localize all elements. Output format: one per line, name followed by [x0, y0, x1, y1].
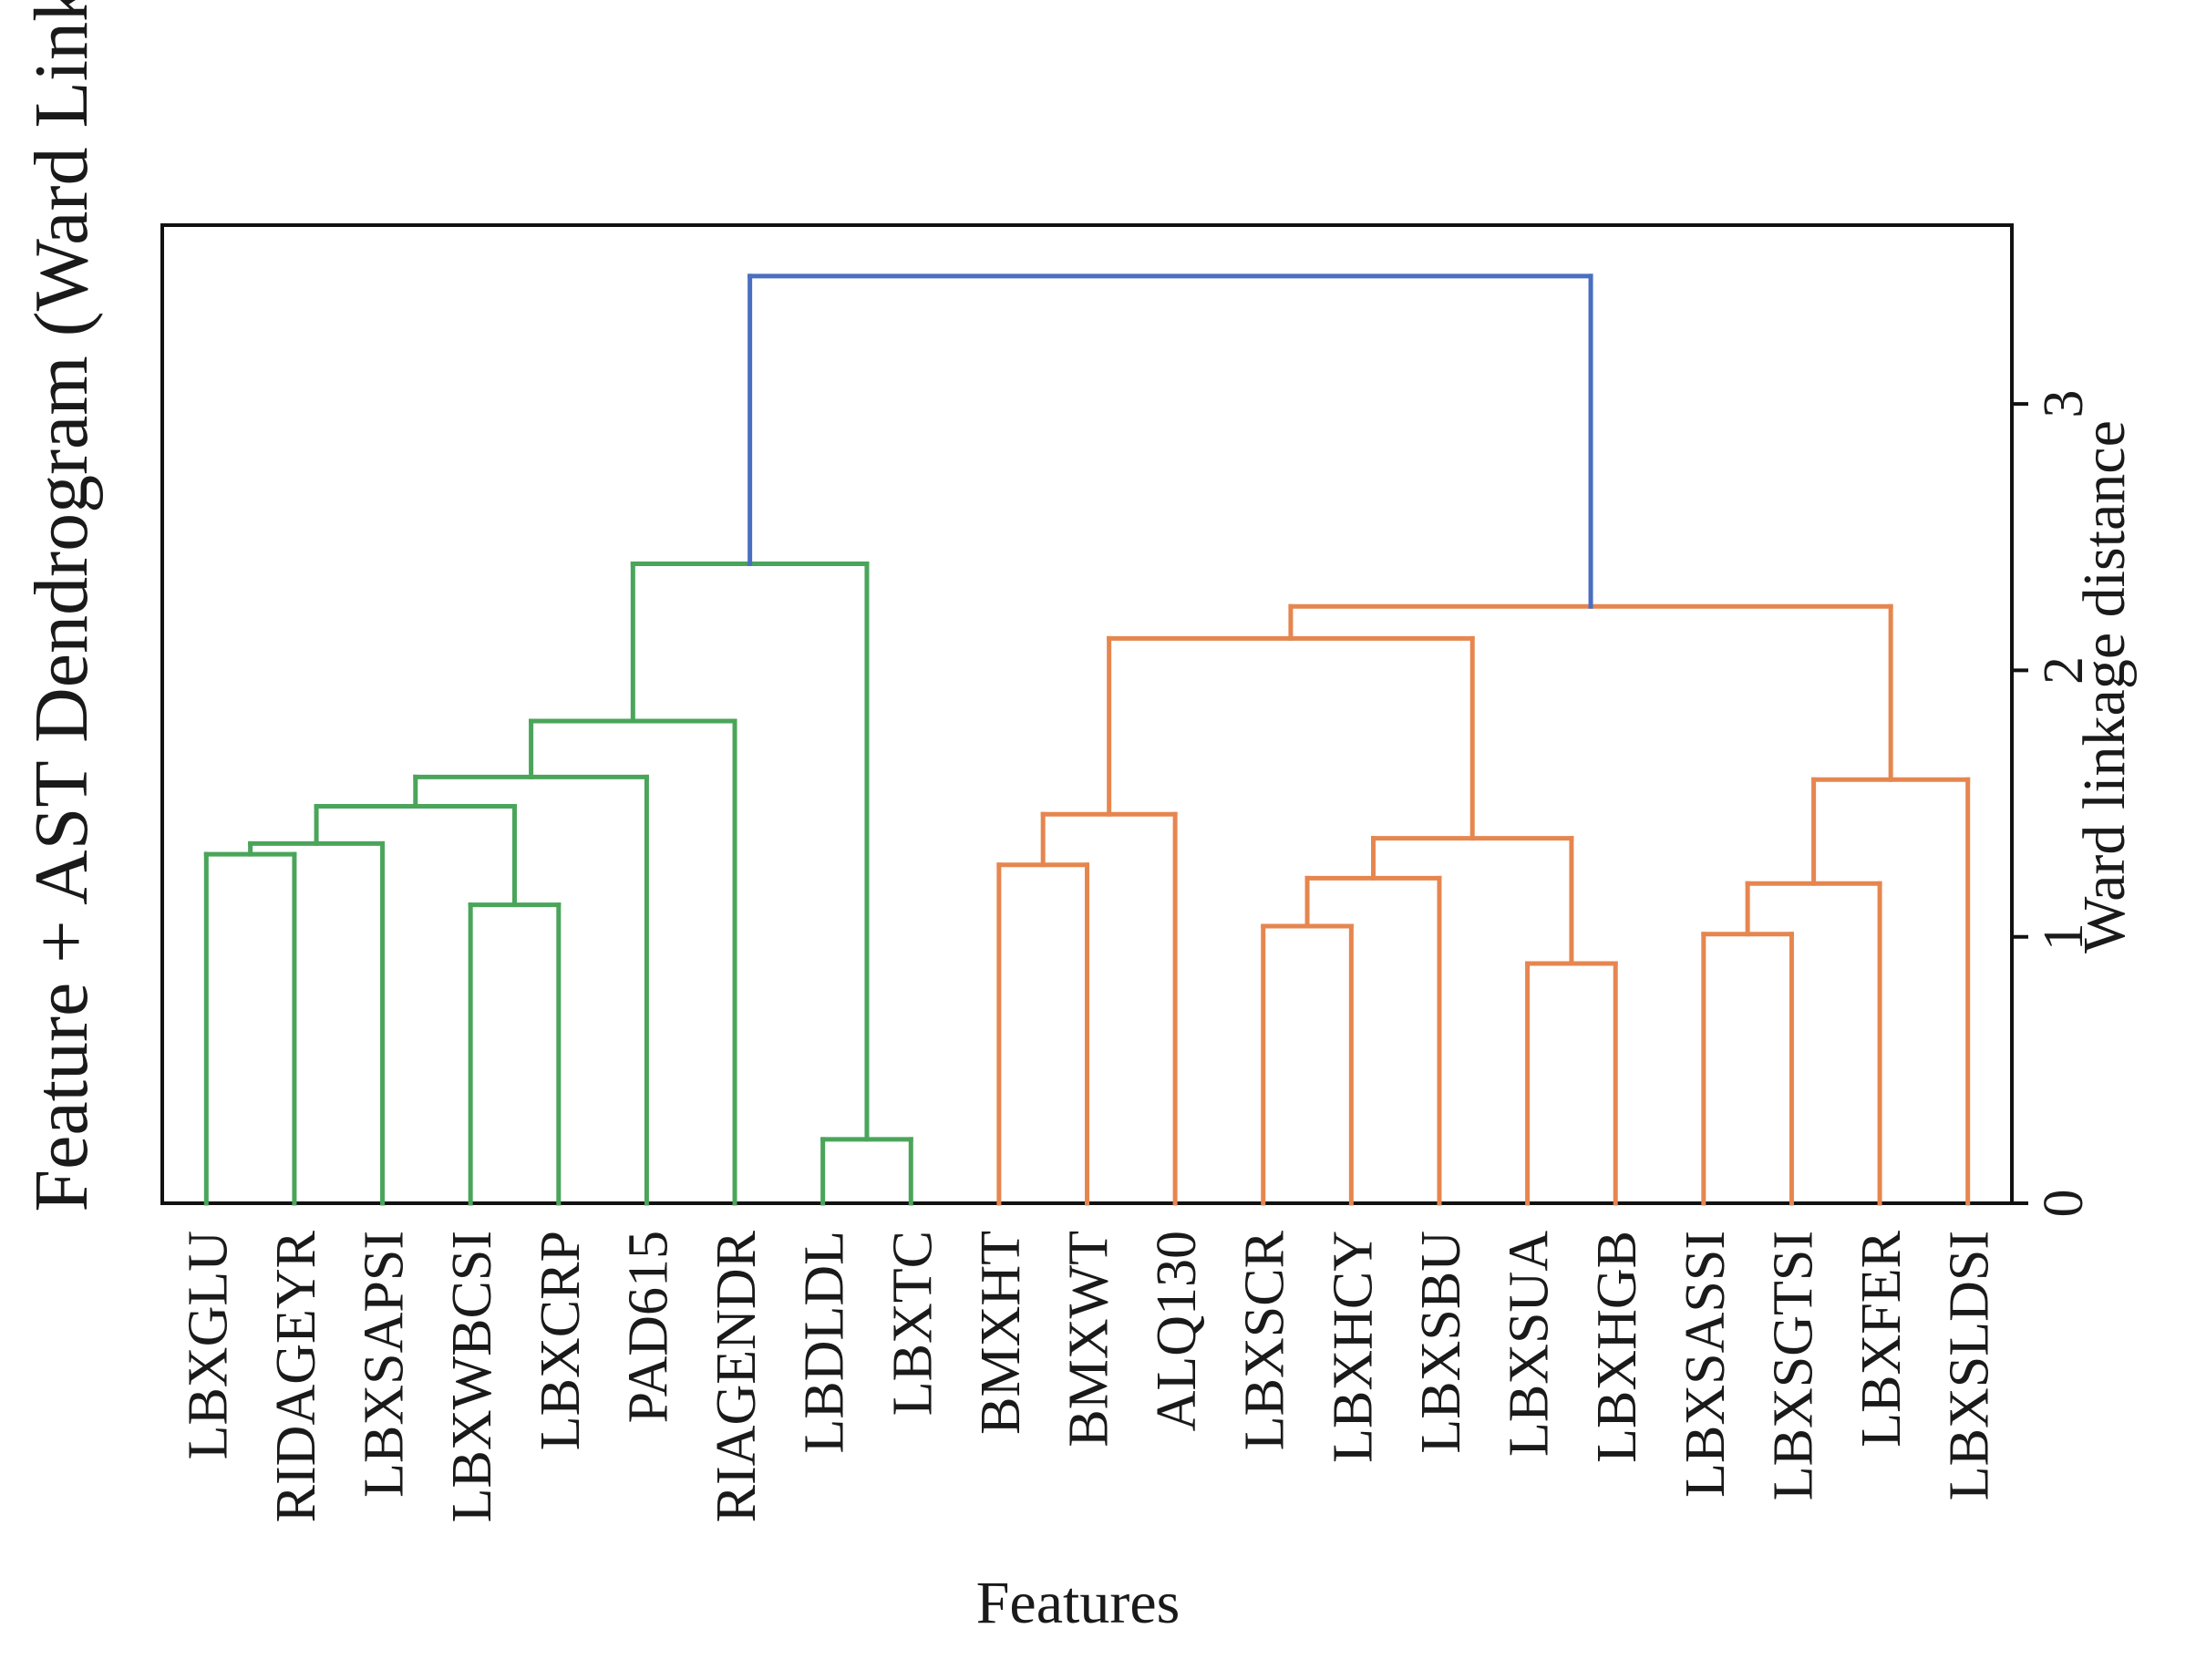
leaf-label: LBDLDL — [794, 1231, 856, 1454]
leaf-label: RIDAGEYR — [265, 1230, 327, 1522]
y-tick-label: 3 — [2033, 390, 2095, 418]
leaf-label: LBXHGB — [1586, 1231, 1648, 1463]
y-axis-label: Ward linkage distance — [2071, 420, 2138, 953]
leaf-label: LBXWBCSI — [441, 1231, 503, 1522]
rotated-chart-group: LBXGLU RIDAGEYR LBXSAPSI LBXWBCSI LBXCRP PAD6… — [19, 0, 2138, 1636]
y-axis-ticks: 0 1 2 3 — [2012, 390, 2095, 1218]
leaf-label: ALQ130 — [1146, 1231, 1208, 1431]
leaf-label: BMXHT — [970, 1231, 1032, 1435]
leaf-label: LBXSAPSI — [354, 1231, 416, 1498]
leaf-label: RIAGENDR — [706, 1230, 768, 1522]
x-axis-label: Features — [976, 1570, 1180, 1636]
leaf-label: LBXHCY — [1322, 1231, 1384, 1463]
leaf-label: LBXSGTSI — [1762, 1231, 1824, 1500]
leaf-labels: LBXGLU RIDAGEYR LBXSAPSI LBXWBCSI LBXCRP PAD6… — [177, 1230, 2000, 1522]
leaf-label: LBXTC — [881, 1231, 943, 1416]
leaf-label: LBXSBU — [1410, 1231, 1472, 1454]
leaf-label: LBXCRP — [530, 1231, 592, 1450]
leaf-label: LBXFER — [1851, 1230, 1912, 1447]
leaf-label: LBXSUA — [1499, 1231, 1561, 1457]
y-tick-label: 1 — [2033, 922, 2095, 951]
dendrogram-links — [203, 273, 1971, 1206]
leaf-label: LBXSASSI — [1675, 1231, 1737, 1498]
leaf-label: LBXSCR — [1234, 1230, 1296, 1450]
chart-title: Feature + AST Dendrogram (Ward Linkage) — [19, 0, 104, 1212]
leaf-label: LBXSLDSI — [1939, 1231, 2001, 1500]
leaf-label: BMXWT — [1058, 1231, 1120, 1448]
y-tick-label: 0 — [2033, 1190, 2095, 1218]
leaf-label: LBXGLU — [177, 1231, 239, 1459]
y-tick-label: 2 — [2033, 656, 2095, 685]
leaf-label: PAD615 — [617, 1231, 679, 1423]
